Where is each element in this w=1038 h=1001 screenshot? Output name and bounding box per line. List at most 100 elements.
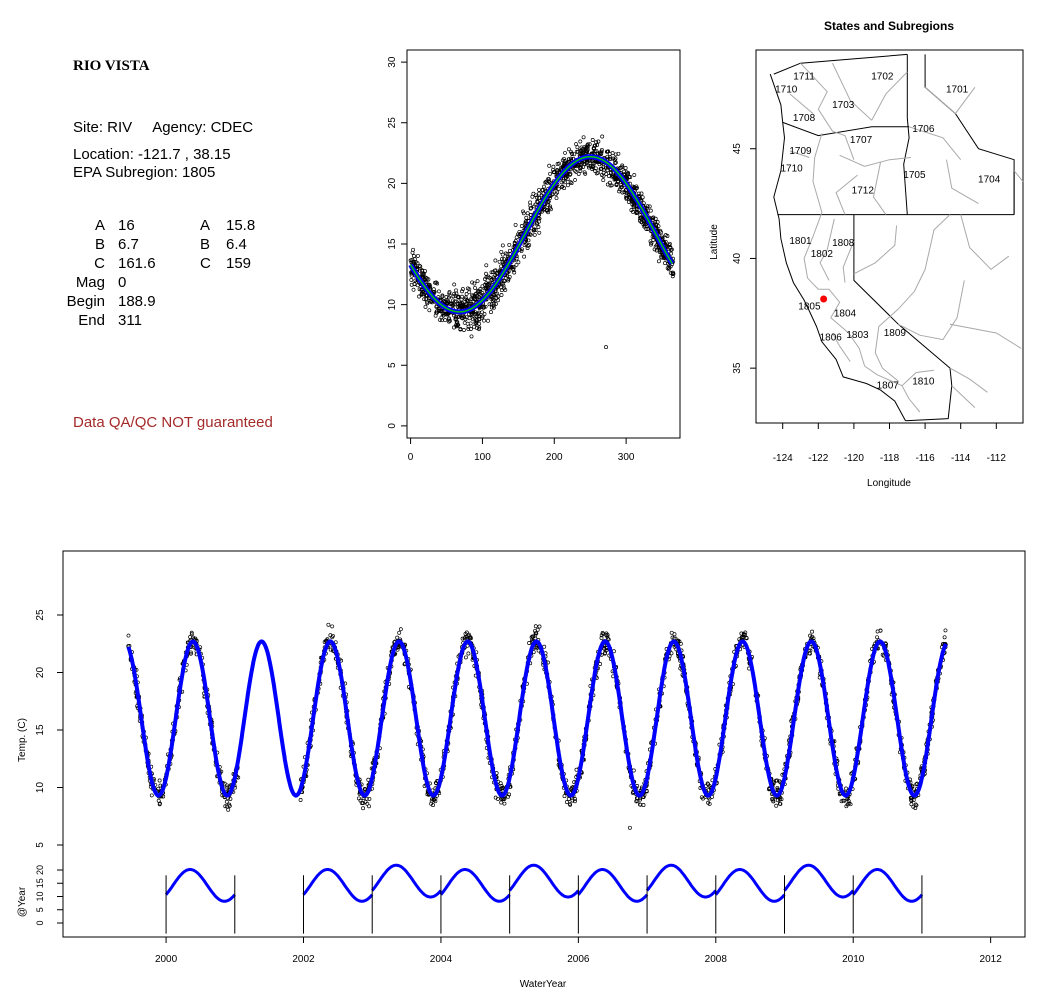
- x-tick-label: 0: [408, 452, 414, 463]
- map-xlabel: Longitude: [867, 478, 911, 489]
- year-curve: [508, 863, 580, 899]
- param-left-label: End: [78, 312, 105, 329]
- x-tick-label: -124: [773, 453, 793, 464]
- region-label: 1701: [946, 84, 969, 95]
- year-curve: [714, 868, 786, 903]
- subregion-line: EPA Subregion: 1805: [73, 164, 216, 181]
- y-tick-label: 35: [732, 362, 743, 374]
- subregion-boundary: [842, 240, 855, 283]
- region-label: 1804: [834, 308, 857, 319]
- fit-curve: [408, 154, 675, 315]
- subregion-boundary: [951, 385, 976, 408]
- x-tick-label: -120: [844, 453, 864, 464]
- region-label: 1702: [871, 71, 894, 82]
- x-tick-label: 2006: [567, 954, 590, 965]
- param-left-label: Mag: [75, 274, 105, 291]
- y-tick-label: 25: [35, 609, 46, 621]
- y-tick-label: 20: [387, 177, 398, 189]
- x-tick-label: -122: [808, 453, 828, 464]
- region-label: 1712: [852, 185, 875, 196]
- year-curve: [783, 863, 855, 899]
- region-label: 1705: [903, 170, 926, 181]
- map-geography: [769, 53, 1024, 422]
- region-label: 1808: [832, 238, 855, 249]
- x-tick-label: -112: [987, 453, 1007, 464]
- fit-curve-inner: [409, 155, 673, 313]
- state-border-idaho-west: [903, 54, 910, 215]
- year-curve: [645, 863, 717, 899]
- subregion-boundary: [832, 332, 851, 362]
- state-border-idaho-east: [924, 54, 1015, 215]
- year-y-tick-label: 15: [35, 878, 45, 888]
- y-tick-label: 30: [387, 56, 398, 68]
- state-border-wa-or: [782, 121, 910, 137]
- seasonal-plot-frame: [406, 49, 681, 439]
- y-tick-label: 0: [387, 423, 398, 429]
- region-label: 1710: [780, 163, 803, 174]
- param-right-value: 6.4: [226, 236, 247, 253]
- map-axes: -124 -122 -120 -118 -116 -114 -112 35 40 45: [732, 143, 1006, 464]
- subregion-boundary: [871, 71, 908, 121]
- region-label: 1709: [789, 146, 812, 157]
- region-label: 1806: [820, 332, 843, 343]
- param-right-label: A: [200, 217, 211, 234]
- x-tick-label: 2004: [430, 954, 453, 965]
- data-point-cloud: [408, 134, 676, 349]
- x-tick-label: 2012: [980, 954, 1003, 965]
- subregion-boundary: [800, 62, 833, 132]
- timeseries-fit-line: [126, 639, 948, 798]
- region-label: 1703: [832, 100, 855, 111]
- site-title: RIO VISTA: [73, 58, 150, 74]
- year-curve: [302, 868, 374, 903]
- x-tick-label: 100: [474, 452, 491, 463]
- seasonal-points: [408, 134, 676, 349]
- region-label: 1710: [775, 84, 798, 95]
- location-line: Location: -121.7 , 38.15: [73, 146, 231, 163]
- y-tick-label: 15: [387, 238, 398, 250]
- region-label: 1810: [912, 376, 935, 387]
- x-tick-label: -116: [915, 453, 935, 464]
- disclaimer: Data QA/QC NOT guaranteed: [73, 414, 273, 431]
- subregion-boundary: [803, 212, 823, 279]
- region-label: 1711: [793, 71, 815, 82]
- subregion-boundary: [960, 214, 1010, 271]
- year-curve: [577, 868, 649, 903]
- site-info-panel: RIO VISTA Site: RIV Agency: CDEC Locatio…: [0, 0, 380, 460]
- subregion-boundary: [946, 159, 979, 205]
- region-label: 1706: [912, 124, 935, 135]
- subregion-boundary: [1013, 170, 1024, 182]
- param-left-value: 0: [118, 274, 127, 291]
- region-label: 1805: [798, 302, 821, 313]
- timeseries-xlabel: WaterYear: [520, 979, 567, 990]
- subregion-boundary: [832, 62, 873, 121]
- year-curve: [164, 868, 236, 903]
- param-left-value: 311: [118, 312, 142, 329]
- year-ylabel: @Year: [17, 886, 28, 917]
- x-tick-label: 200: [546, 452, 563, 463]
- y-tick-label: 20: [35, 667, 46, 679]
- subregion-boundary: [839, 154, 911, 167]
- year-curve: [852, 868, 924, 903]
- year-curve: [439, 868, 511, 903]
- param-left-label: A: [94, 217, 105, 234]
- param-right-label: C: [200, 255, 211, 272]
- timeseries-frame: [62, 550, 1026, 938]
- param-left-value: 161.6: [118, 255, 156, 272]
- subregion-boundary: [819, 218, 835, 281]
- param-left-value: 6.7: [118, 236, 139, 253]
- year-y-tick-label: 20: [35, 865, 45, 875]
- seasonal-fit: [408, 154, 675, 315]
- data-point-cloud: [126, 622, 948, 830]
- subregion-boundary: [949, 367, 988, 393]
- site-agency-line: Site: RIV Agency: CDEC: [73, 119, 254, 136]
- timeseries-ylabel: Temp. (C): [17, 718, 28, 762]
- subregion-boundary: [924, 86, 976, 115]
- subregion-boundary: [789, 150, 810, 158]
- param-left-label: B: [94, 236, 105, 253]
- seasonal-axes: 0 100 200 300 0 5 10 15 20 25 30: [387, 56, 635, 463]
- california-border: [853, 214, 953, 422]
- site-marker: [820, 295, 828, 303]
- seasonal-scatter-chart: 0 100 200 300 0 5 10 15 20 25 30: [387, 49, 681, 463]
- subregion-boundary: [812, 133, 823, 213]
- subregion-boundary: [830, 317, 866, 367]
